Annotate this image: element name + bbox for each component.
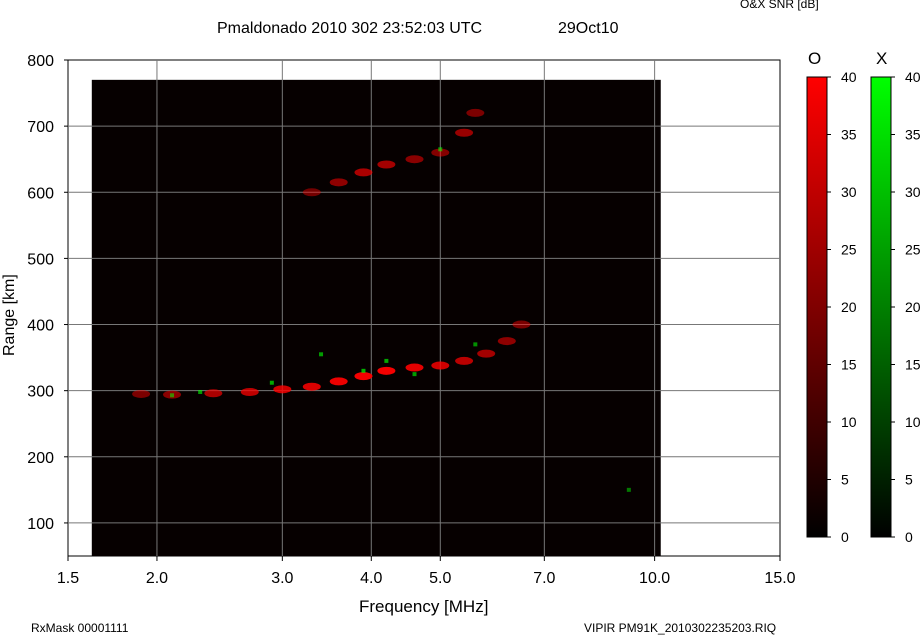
x-colorbar-tick-label: 30: [905, 184, 921, 200]
o-echo-point: [512, 320, 531, 329]
x-colorbar-tick-label: 25: [905, 242, 921, 258]
x-echo-point: [269, 380, 274, 385]
o-colorbar-tick-label: 0: [841, 529, 849, 545]
o-echo-point: [431, 148, 450, 157]
y-tick-label: 700: [27, 119, 54, 136]
o-echo-point: [455, 128, 474, 137]
o-echo-point: [405, 155, 424, 164]
o-colorbar: [806, 76, 828, 538]
o-echo-point: [455, 356, 474, 365]
o-echo-point: [466, 108, 485, 117]
data-extent-background: [91, 79, 661, 556]
o-colorbar-tick-label: 25: [841, 242, 857, 258]
o-colorbar-tick-label: 20: [841, 299, 857, 315]
y-axis-label: Range [km]: [1, 274, 18, 356]
o-echo-point: [477, 349, 496, 358]
o-echo-point: [377, 160, 396, 169]
o-colorbar-tick-label: 5: [841, 472, 849, 488]
o-colorbar-tick-label: 15: [841, 357, 857, 373]
o-echo-point: [302, 382, 321, 391]
x-tick-label: 15.0: [764, 570, 795, 587]
o-echo-point: [329, 377, 348, 386]
x-echo-point: [361, 368, 366, 373]
x-tick-label: 4.0: [360, 570, 382, 587]
o-colorbar-tick-label: 30: [841, 184, 857, 200]
o-echo-point: [273, 385, 292, 394]
x-echo-point: [198, 389, 203, 394]
y-tick-label: 400: [27, 318, 54, 335]
x-colorbar-tick-label: 15: [905, 357, 921, 373]
o-colorbar-tick-label: 35: [841, 127, 857, 143]
x-tick-label: 7.0: [533, 570, 555, 587]
y-tick-label: 200: [27, 450, 54, 467]
o-colorbar-tick-label: 10: [841, 414, 857, 430]
o-echo-point: [302, 188, 321, 197]
x-echo-point: [412, 372, 417, 377]
o-echo-point: [132, 389, 151, 398]
o-echo-point: [329, 178, 348, 187]
o-echo-point: [204, 389, 223, 398]
o-echo-point: [497, 337, 516, 346]
x-echo-point: [170, 393, 175, 398]
x-echo-point: [438, 147, 443, 152]
x-echo-point: [319, 352, 324, 357]
x-echo-point: [626, 487, 631, 492]
o-echo-point: [354, 168, 373, 177]
x-tick-label: 3.0: [271, 570, 293, 587]
y-tick-label: 100: [27, 516, 54, 533]
colorbar-title: O&X SNR [dB]: [740, 0, 819, 11]
x-tick-label: 10.0: [639, 570, 670, 587]
x-colorbar-tick-label: 20: [905, 299, 921, 315]
y-tick-label: 600: [27, 185, 54, 202]
o-echo-point: [405, 363, 424, 372]
x-colorbar-label: X: [876, 49, 888, 68]
o-echo-point: [354, 372, 373, 381]
x-colorbar-tick-label: 35: [905, 127, 921, 143]
y-tick-label: 800: [27, 53, 54, 70]
rxmask-label: RxMask 00001111: [31, 621, 129, 635]
o-echo-point: [240, 387, 259, 396]
x-tick-label: 1.5: [57, 570, 79, 587]
x-echo-point: [473, 342, 478, 347]
x-tick-label: 2.0: [146, 570, 168, 587]
x-colorbar-tick-label: 0: [905, 529, 913, 545]
o-colorbar-label: O: [808, 49, 822, 68]
o-echo-point: [431, 361, 450, 370]
x-axis-label: Frequency [MHz]: [359, 597, 489, 616]
x-echo-point: [384, 358, 389, 363]
x-colorbar-tick-label: 5: [905, 472, 913, 488]
y-tick-label: 300: [27, 384, 54, 401]
x-colorbar: [870, 76, 892, 538]
x-colorbar-tick-label: 10: [905, 414, 921, 430]
x-colorbar-tick-label: 40: [905, 69, 921, 85]
x-tick-label: 5.0: [429, 570, 451, 587]
file-label: VIPIR PM91K_2010302235203.RIQ: [584, 621, 777, 635]
o-colorbar-tick-label: 40: [841, 69, 857, 85]
y-tick-label: 500: [27, 251, 54, 268]
chart-title: Pmaldonado 2010 302 23:52:03 UTC: [217, 20, 483, 37]
o-echo-point: [377, 366, 396, 375]
chart-date: 29Oct10: [558, 20, 619, 37]
